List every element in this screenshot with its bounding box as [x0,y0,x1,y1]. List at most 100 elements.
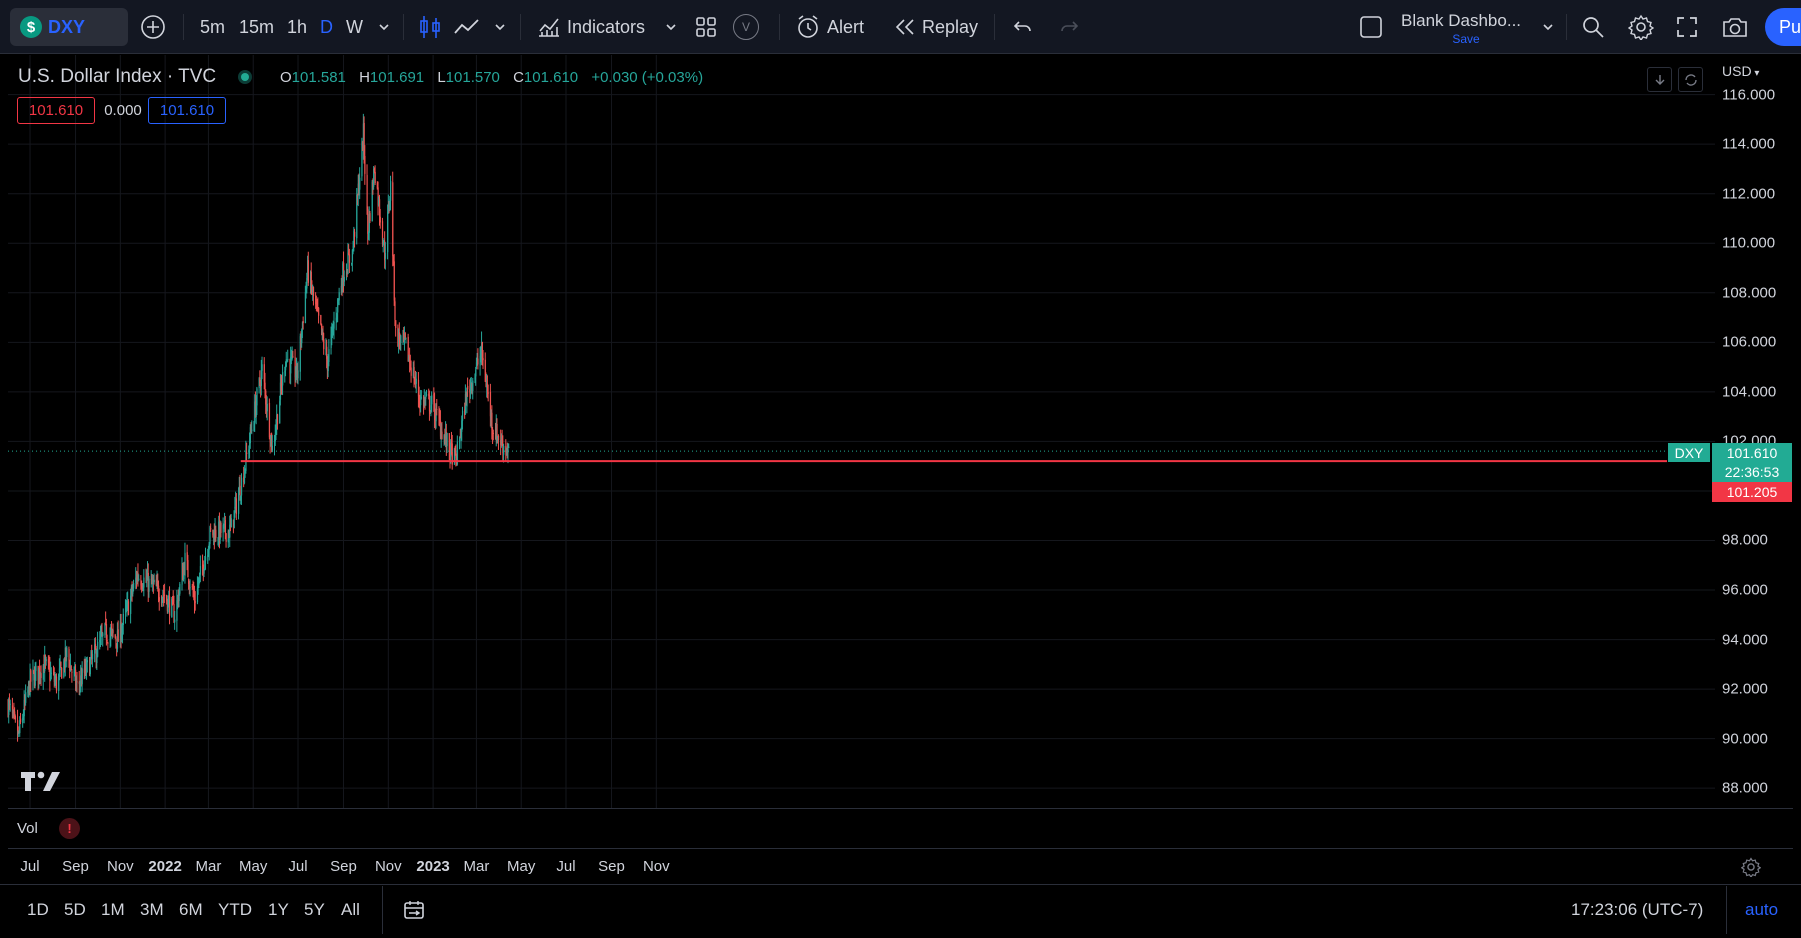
scroll-to-latest-button[interactable] [1647,67,1672,92]
search-icon [1583,17,1604,38]
interval-5m[interactable]: 5m [200,16,226,37]
search-button[interactable] [1581,0,1605,54]
candle-body [105,624,108,640]
interval-15m[interactable]: 15m [239,16,275,37]
candle-body [407,336,409,362]
range-all[interactable]: All [341,900,360,919]
separator [403,14,404,40]
redo-button[interactable] [1058,0,1080,54]
interval-dropdown-button[interactable] [377,0,391,54]
compare-dropdown-button[interactable] [493,0,507,54]
candle-body [64,659,66,668]
candle-body [79,684,81,686]
candle-body [374,171,376,184]
dashboard-checkbox[interactable] [1359,0,1383,54]
candle-body [481,342,483,356]
warning-icon[interactable]: ! [59,818,80,839]
candle-body [292,356,294,358]
layouts-button[interactable] [695,0,717,54]
compare-button[interactable] [453,0,481,54]
time-scale-label: Sep [598,858,625,875]
candle-body [18,731,20,733]
time-scale-label: Jul [288,858,308,875]
dashboard-dropdown-button[interactable] [1541,0,1555,54]
candle-body [424,398,426,401]
sell-price-box[interactable]: 101.610 [17,97,95,124]
candle-body [48,663,50,668]
buy-price-box[interactable]: 101.610 [148,97,226,124]
price-scale-label: 116.000 [1722,86,1776,104]
reset-chart-button[interactable] [1678,67,1703,92]
candle-body [19,718,22,723]
candle-body [49,667,51,681]
candle-body [182,567,185,580]
range-ytd[interactable]: YTD [218,900,252,919]
candle-body [279,382,282,400]
range-3m[interactable]: 3M [140,900,164,919]
indicators-button[interactable]: Indicators [537,0,645,54]
range-1m[interactable]: 1M [101,900,125,919]
candle-body [425,397,427,399]
v-badge-button[interactable]: V [733,0,759,54]
clock[interactable]: 17:23:06 (UTC-7) [1571,900,1704,919]
candle-body [501,438,503,446]
range-1d[interactable]: 1D [27,900,49,919]
settings-button[interactable] [1628,0,1654,54]
range-1y[interactable]: 1Y [268,900,289,919]
interval-1h[interactable]: 1h [287,16,308,37]
interval-w[interactable]: W [346,16,363,37]
candle-body [7,702,9,716]
candle-body [207,550,210,557]
candle-body [240,477,243,496]
alert-button[interactable]: Alert [795,0,864,54]
candle-body [280,382,282,386]
interval-d[interactable]: D [320,16,333,37]
symbol-title[interactable]: U.S. Dollar Index · TVC [18,66,217,87]
candle-body [384,241,386,261]
publish-button[interactable]: Pu [1765,8,1801,46]
indicators-dropdown-button[interactable] [664,0,678,54]
candle-body [506,452,508,455]
last-price-value: 101.610 [1726,444,1778,461]
high-value: 101.691 [369,69,425,86]
range-5y[interactable]: 5Y [304,900,325,919]
range-5d[interactable]: 5D [64,900,86,919]
refresh-icon [1684,73,1697,86]
candle-body [194,601,196,603]
candle-body [32,669,34,681]
candle-body [404,333,406,338]
volume-label[interactable]: Vol [17,820,38,837]
candle-body [9,703,11,705]
candle-body [261,364,263,371]
symbol-search-button[interactable]: $ DXY [10,8,128,46]
chart-settings-button[interactable] [1740,857,1762,882]
candle-body [459,437,461,439]
candle-body [480,355,482,357]
chart-type-button[interactable] [418,0,442,54]
replay-button[interactable]: Replay [894,0,978,54]
add-symbol-button[interactable] [140,0,166,54]
candle-body [459,437,461,442]
range-6m[interactable]: 6M [179,900,203,919]
candle-body [208,544,210,550]
snapshot-button[interactable] [1721,0,1749,54]
candle-body [378,198,380,205]
undo-button[interactable] [1012,0,1034,54]
auto-scale-toggle[interactable]: auto [1745,900,1779,919]
last-price-tag: 101.610 22:36:53 [1712,443,1792,482]
fullscreen-button[interactable] [1676,0,1698,54]
high-label: H [359,69,370,86]
candle-body [287,358,289,360]
candle-body [114,634,116,638]
date-range-button[interactable] [403,899,425,926]
candle-body [193,593,196,604]
candle-body [294,357,296,378]
candle-body [342,263,344,289]
currency-selector[interactable]: USD ▾ [1722,63,1759,79]
pane-divider[interactable] [8,808,1793,809]
dashboard-title-button[interactable]: Blank Dashbo... Save [1401,11,1531,46]
chart-area[interactable] [8,55,1793,808]
candle-body [425,394,428,396]
candle-body [389,199,391,210]
